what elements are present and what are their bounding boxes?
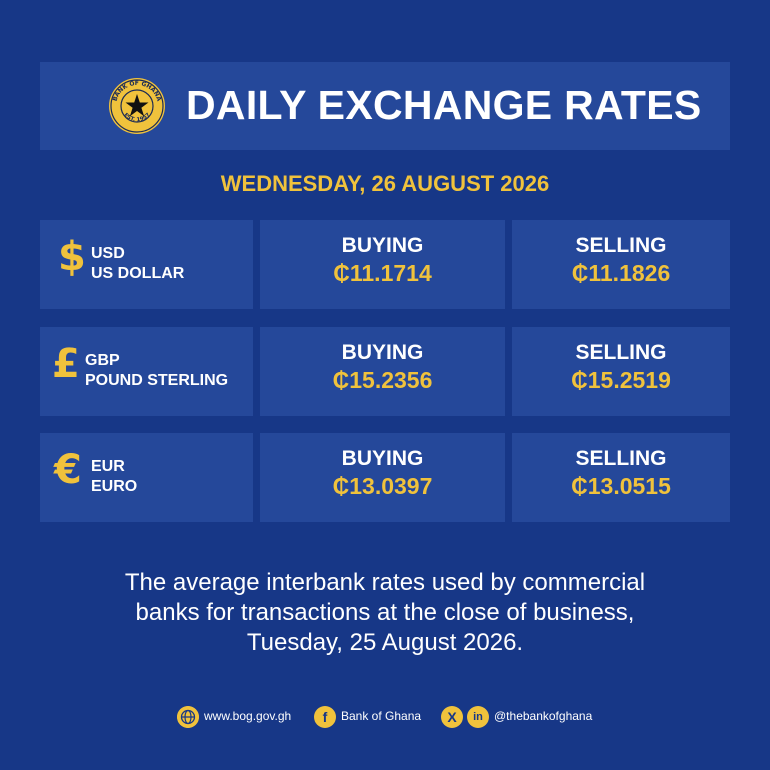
buying-cell: BUYING ₵15.2356 [260, 327, 505, 416]
selling-rate: ₵11.1826 [571, 260, 671, 286]
svg-text:EST. 1957: EST. 1957 [122, 112, 151, 123]
rate-row-gbp: £ GBP POUND STERLING BUYING ₵15.2356 SEL… [0, 327, 770, 416]
header-banner: BANK OF GHANA EST. 1957 DAILY EXCHANGE R… [40, 62, 730, 150]
currency-code: GBP [85, 352, 120, 369]
selling-rate: ₵13.0515 [571, 473, 671, 499]
buying-rate: ₵11.1714 [333, 260, 432, 286]
buying-rate: ₵15.2356 [332, 367, 433, 393]
note-line: banks for transactions at the close of b… [135, 599, 635, 626]
currency-name: POUND STERLING [85, 372, 229, 389]
linkedin-icon: in [467, 706, 489, 728]
euro-icon: € [54, 447, 82, 493]
note-line: The average interbank rates used by comm… [124, 569, 646, 596]
buying-rate: ₵13.0397 [332, 473, 433, 499]
page-title: DAILY EXCHANGE RATES [186, 82, 702, 128]
globe-icon [177, 706, 199, 728]
currency-cell: $ USD US DOLLAR [40, 220, 253, 309]
dollar-icon: $ [58, 234, 86, 280]
footer: www.bog.gov.gh f Bank of Ghana X in @the… [0, 704, 770, 730]
facebook-text: Bank of Ghana [341, 709, 422, 723]
currency-name: EURO [91, 478, 138, 495]
rate-row-eur: € EUR EURO BUYING ₵13.0397 SELLING ₵13.0… [0, 433, 770, 522]
website-text: www.bog.gov.gh [204, 709, 292, 723]
selling-label: SELLING [575, 234, 667, 257]
pound-icon: £ [52, 341, 80, 387]
currency-name: US DOLLAR [91, 265, 185, 282]
selling-rate: ₵15.2519 [571, 367, 671, 393]
note-line: Tuesday, 25 August 2026. [246, 629, 524, 656]
social-handle-text: @thebankofghana [494, 709, 593, 723]
buying-cell: BUYING ₵11.1714 [260, 220, 505, 309]
selling-label: SELLING [575, 447, 667, 470]
currency-cell: £ GBP POUND STERLING [40, 327, 253, 416]
currency-code: USD [91, 245, 125, 262]
buying-label: BUYING [341, 447, 424, 470]
facebook-icon: f [314, 706, 336, 728]
selling-label: SELLING [575, 341, 667, 364]
rates-date: WEDNESDAY, 26 AUGUST 2026 [220, 171, 550, 196]
selling-cell: SELLING ₵13.0515 [512, 433, 730, 522]
buying-label: BUYING [341, 341, 424, 364]
x-icon: X [441, 706, 463, 728]
rate-row-usd: $ USD US DOLLAR BUYING ₵11.1714 SELLING … [0, 220, 770, 309]
currency-cell: € EUR EURO [40, 433, 253, 522]
selling-cell: SELLING ₵15.2519 [512, 327, 730, 416]
rates-note: The average interbank rates used by comm… [20, 568, 750, 658]
selling-cell: SELLING ₵11.1826 [512, 220, 730, 309]
bank-of-ghana-seal-logo: BANK OF GHANA EST. 1957 [109, 78, 165, 134]
buying-label: BUYING [341, 234, 424, 257]
buying-cell: BUYING ₵13.0397 [260, 433, 505, 522]
currency-code: EUR [91, 458, 125, 475]
